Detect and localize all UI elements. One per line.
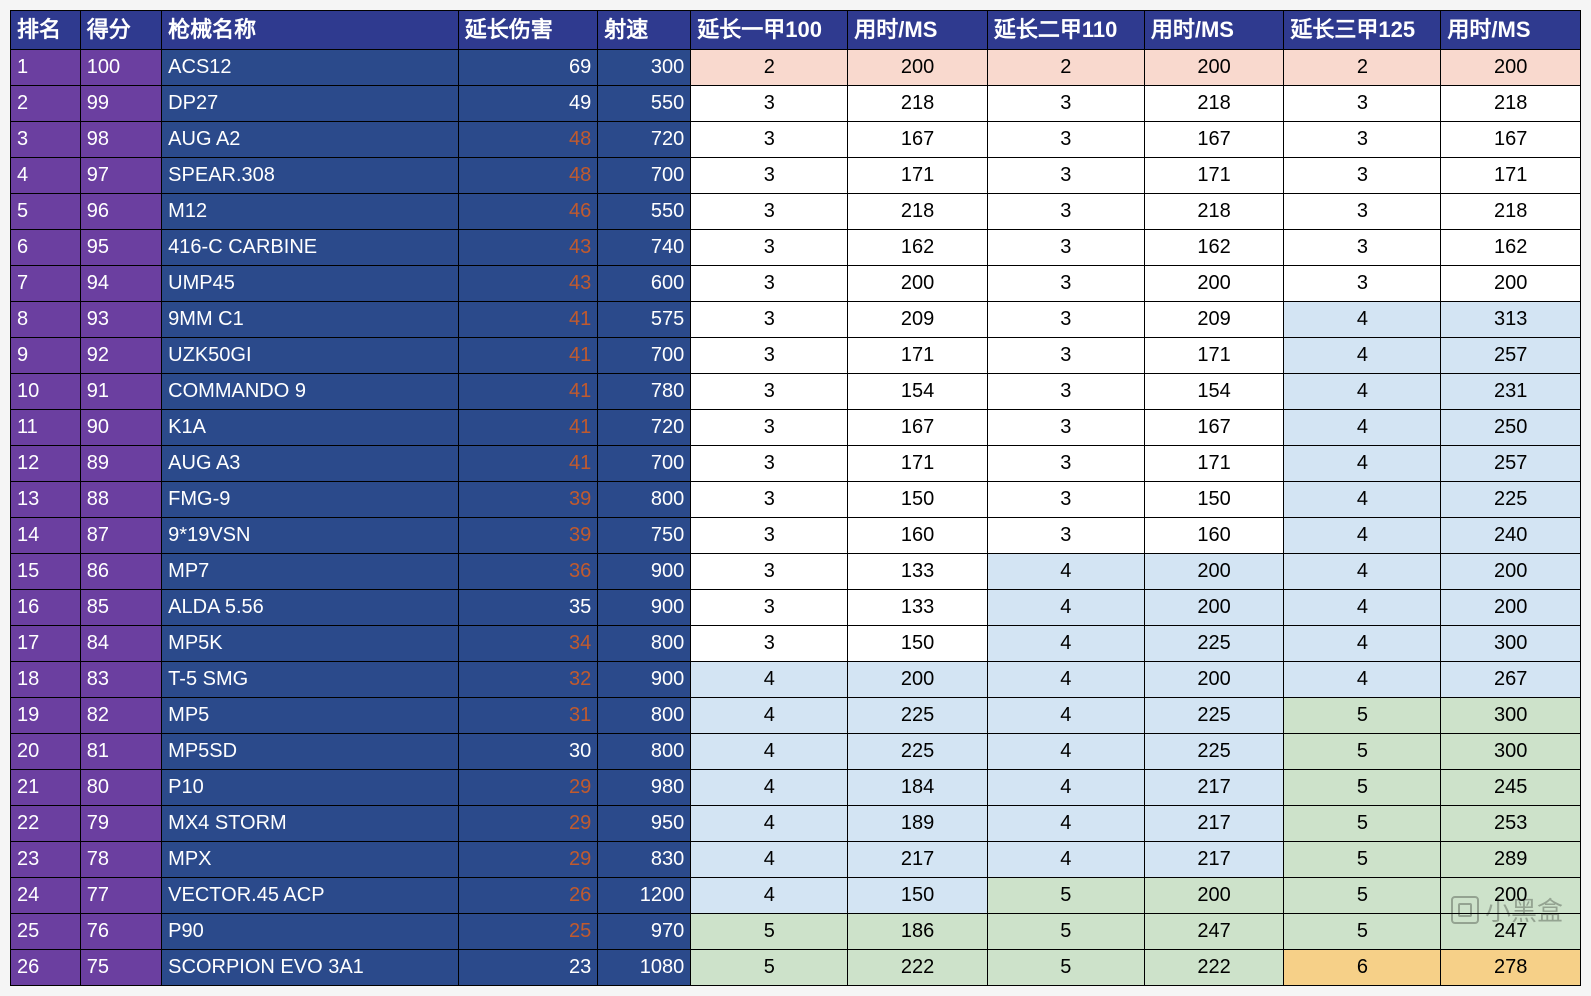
table-row: 1388FMG-939800315031504225 xyxy=(11,481,1581,517)
table-row: 1100ACS1269300220022002200 xyxy=(11,49,1581,85)
table-row: 794UMP4543600320032003200 xyxy=(11,265,1581,301)
header-s2: 延长二甲110 xyxy=(987,11,1144,50)
table-row: 8939MM C141575320932094313 xyxy=(11,301,1581,337)
header-dmg: 延长伤害 xyxy=(458,11,598,50)
table-row: 1883T-5 SMG32900420042004267 xyxy=(11,661,1581,697)
table-row: 398AUG A248720316731673167 xyxy=(11,121,1581,157)
table-row: 596M1246550321832183218 xyxy=(11,193,1581,229)
table-row: 2279MX4 STORM29950418942175253 xyxy=(11,805,1581,841)
table-row: 1685ALDA 5.5635900313342004200 xyxy=(11,589,1581,625)
table-row: 1190K1A41720316731674250 xyxy=(11,409,1581,445)
header-rank: 排名 xyxy=(11,11,81,50)
table-row: 2378MPX29830421742175289 xyxy=(11,841,1581,877)
table-row: 1091COMMANDO 941780315431544231 xyxy=(11,373,1581,409)
table-row: 1784MP5K34800315042254300 xyxy=(11,625,1581,661)
table-row: 1586MP736900313342004200 xyxy=(11,553,1581,589)
table-row: 992UZK50GI41700317131714257 xyxy=(11,337,1581,373)
table-row: 497SPEAR.30848700317131713171 xyxy=(11,157,1581,193)
header-t3: 用时/MS xyxy=(1441,11,1581,50)
header-s3: 延长三甲125 xyxy=(1284,11,1441,50)
table-row: 2477VECTOR.45 ACP261200415052005200 xyxy=(11,877,1581,913)
table-row: 299DP2749550321832183218 xyxy=(11,85,1581,121)
table-row: 2180P1029980418442175245 xyxy=(11,769,1581,805)
table-row: 1982MP531800422542255300 xyxy=(11,697,1581,733)
table-body: 1100ACS1269300220022002200299DP274955032… xyxy=(11,49,1581,985)
table-row: 14879*19VSN39750316031604240 xyxy=(11,517,1581,553)
table-row: 2576P9025970518652475247 xyxy=(11,913,1581,949)
table-row: 1289AUG A341700317131714257 xyxy=(11,445,1581,481)
header-s1: 延长一甲100 xyxy=(691,11,848,50)
header-score: 得分 xyxy=(80,11,161,50)
table-row: 2675SCORPION EVO 3A1231080522252226278 xyxy=(11,949,1581,985)
weapon-ranking-table: 排名得分枪械名称延长伤害射速延长一甲100用时/MS延长二甲110用时/MS延长… xyxy=(10,10,1581,986)
table-row: 695416-C CARBINE43740316231623162 xyxy=(11,229,1581,265)
table-row: 2081MP5SD30800422542255300 xyxy=(11,733,1581,769)
header-rof: 射速 xyxy=(598,11,691,50)
header-name: 枪械名称 xyxy=(162,11,459,50)
header-t2: 用时/MS xyxy=(1144,11,1284,50)
header-t1: 用时/MS xyxy=(848,11,988,50)
table-header-row: 排名得分枪械名称延长伤害射速延长一甲100用时/MS延长二甲110用时/MS延长… xyxy=(11,11,1581,50)
